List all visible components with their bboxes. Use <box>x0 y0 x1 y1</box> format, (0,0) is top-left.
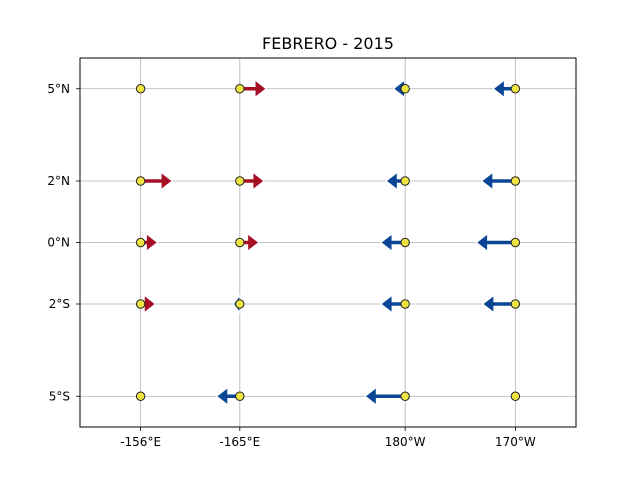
westward-arrow <box>481 171 516 191</box>
station-markers <box>135 84 521 401</box>
x-tick-label: 170°W <box>495 435 536 449</box>
y-tick-label: 5°S <box>49 389 70 403</box>
eastward-arrow <box>140 171 173 191</box>
station-point <box>400 176 410 186</box>
y-tick-label: 5°N <box>47 82 70 96</box>
y-axis-ticks: 5°N 2°N 0°N 2°S 5°S <box>47 82 80 403</box>
station-point <box>235 299 245 309</box>
x-tick-label: -156°E <box>120 435 161 449</box>
westward-arrow <box>475 233 516 252</box>
station-point <box>510 299 521 309</box>
station-point <box>510 237 521 248</box>
station-point <box>510 391 521 401</box>
westward-arrow <box>364 386 406 406</box>
x-axis-ticks: -156°E -165°E 180°W 170°W <box>120 427 536 449</box>
y-tick-label: 0°N <box>47 236 70 250</box>
station-point <box>510 176 521 186</box>
y-tick-label: 2°S <box>49 297 70 311</box>
station-point <box>135 84 146 94</box>
station-point <box>400 84 410 94</box>
station-point <box>135 299 146 309</box>
station-point <box>235 391 245 401</box>
station-point <box>135 391 146 401</box>
station-point <box>235 84 245 94</box>
station-point <box>135 237 146 248</box>
x-tick-label: 180°W <box>385 435 426 449</box>
westward-arrow <box>482 294 516 314</box>
y-tick-label: 2°N <box>47 174 70 188</box>
chart-title: FEBRERO - 2015 <box>262 34 394 53</box>
station-point <box>400 391 410 401</box>
station-point <box>235 237 245 248</box>
station-point <box>510 84 521 94</box>
station-point <box>400 237 410 248</box>
station-point <box>400 299 410 309</box>
x-tick-label: -165°E <box>219 435 260 449</box>
station-point <box>235 176 245 186</box>
station-point <box>135 176 146 186</box>
